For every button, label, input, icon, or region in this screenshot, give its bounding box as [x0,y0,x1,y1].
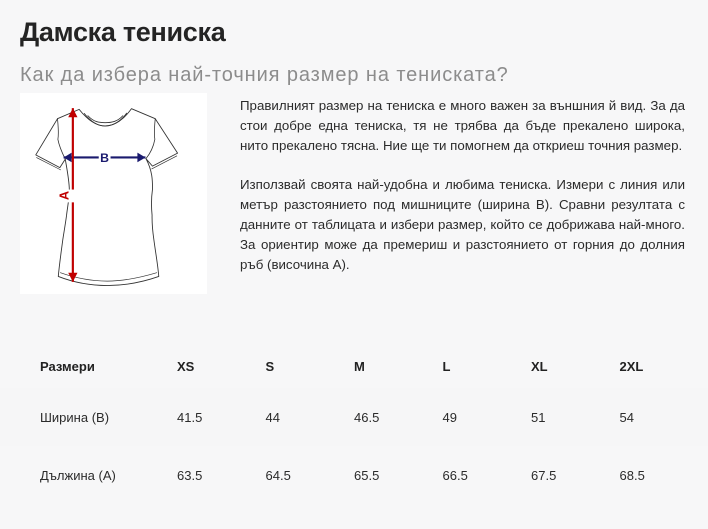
svg-text:B: B [100,151,109,165]
svg-text:A: A [57,191,72,200]
